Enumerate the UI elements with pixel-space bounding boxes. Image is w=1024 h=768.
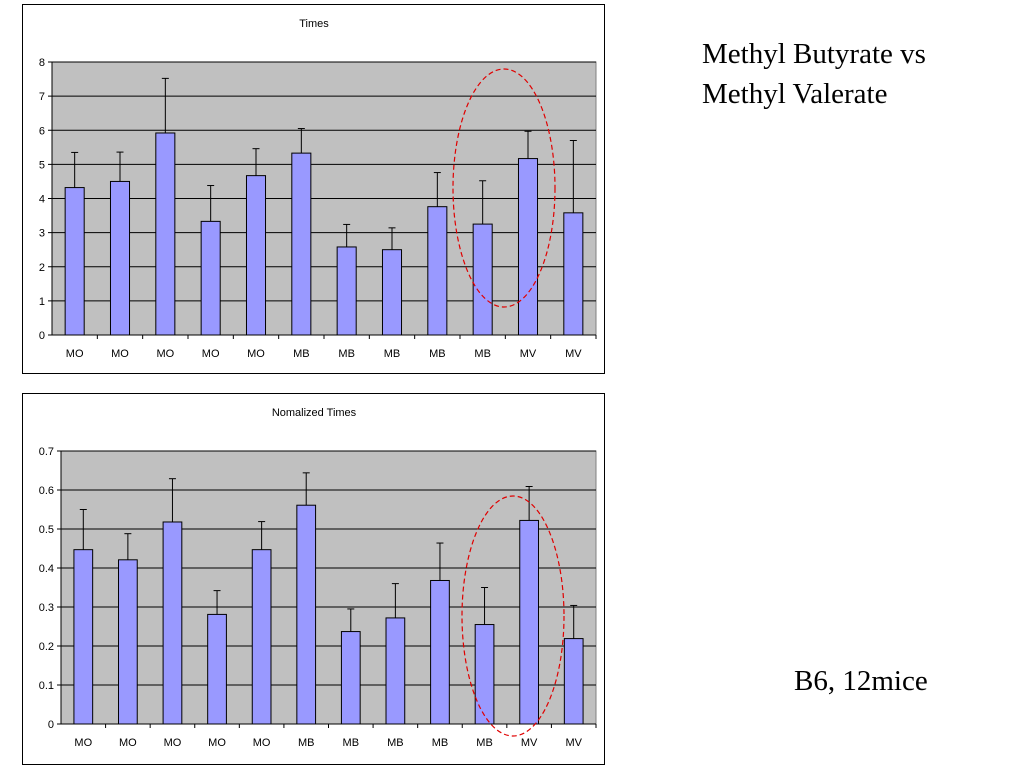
bar xyxy=(563,638,584,725)
bar xyxy=(207,613,227,725)
y-tick-label: 3 xyxy=(39,228,45,240)
bar xyxy=(385,617,406,725)
x-tick-label: MO xyxy=(74,737,92,749)
y-tick-label: 1 xyxy=(39,296,45,308)
bar xyxy=(296,504,317,725)
y-tick-label: 0 xyxy=(39,330,45,342)
y-tick-label: 6 xyxy=(39,125,45,137)
x-tick-label: MB xyxy=(429,348,446,360)
bar xyxy=(162,521,183,725)
bar xyxy=(291,152,312,336)
chart-title: Nomalized Times xyxy=(272,407,357,419)
highlight-ellipse xyxy=(452,68,556,308)
x-tick-label: MO xyxy=(247,348,265,360)
bar xyxy=(381,249,403,336)
x-tick-label: MB xyxy=(387,737,404,749)
y-tick-label: 0 xyxy=(48,719,54,731)
y-tick-label: 8 xyxy=(39,57,45,69)
y-tick-label: 0.4 xyxy=(39,563,54,575)
x-tick-label: MV xyxy=(565,348,582,360)
bar xyxy=(64,187,85,336)
bar xyxy=(474,624,495,725)
bar xyxy=(155,132,176,336)
bar xyxy=(336,246,357,336)
x-tick-label: MO xyxy=(156,348,174,360)
highlight-ellipse xyxy=(461,495,565,737)
bar xyxy=(427,206,448,336)
normalized-times-chart-svg: Nomalized Times 0 0.1 0.2 0.3 0.4 0.5 0.6 0.7 MO M… xyxy=(39,407,597,749)
times-chart: Times 0 1 2 3 4 5 6 7 8 MO MO MO MO MO MB MB MB MB MB MV MV xyxy=(22,4,605,374)
bar xyxy=(109,180,131,336)
x-tick-label: MB xyxy=(293,348,310,360)
y-tick-label: 5 xyxy=(39,159,45,171)
times-chart-svg: Times 0 1 2 3 4 5 6 7 8 MO MO MO MO MO MB MB MB MB MB MV MV xyxy=(39,18,597,360)
x-tick-label: MO xyxy=(111,348,129,360)
plot-area xyxy=(60,450,597,725)
x-tick-label: MO xyxy=(164,737,182,749)
x-tick-label: MO xyxy=(119,737,137,749)
bar xyxy=(472,223,493,336)
x-tick-label: MV xyxy=(520,348,537,360)
y-tick-label: 0.6 xyxy=(39,485,54,497)
x-tick-label: MB xyxy=(298,737,315,749)
bar xyxy=(200,220,221,336)
x-tick-label: MB xyxy=(343,737,360,749)
y-tick-label: 0.3 xyxy=(39,602,54,614)
x-tick-label: MB xyxy=(432,737,449,749)
x-tick-label: MO xyxy=(208,737,226,749)
x-tick-label: MV xyxy=(521,737,538,749)
y-tick-label: 0.7 xyxy=(39,446,54,458)
x-tick-label: MO xyxy=(66,348,84,360)
slide-title-line-2: Methyl Valerate xyxy=(702,78,888,110)
bar xyxy=(519,519,539,725)
bar xyxy=(517,158,539,336)
x-tick-label: MB xyxy=(474,348,491,360)
bar xyxy=(340,631,361,725)
y-tick-label: 0.5 xyxy=(39,524,54,536)
x-tick-label: MB xyxy=(476,737,493,749)
slide-title-line-1: Methyl Butyrate vs xyxy=(702,38,926,70)
normalized-times-chart: Nomalized Times 0 0.1 0.2 0.3 0.4 0.5 0.6 0.7 MO M… xyxy=(22,393,605,765)
y-tick-label: 2 xyxy=(39,262,45,274)
bar xyxy=(251,549,272,725)
x-tick-label: MO xyxy=(253,737,271,749)
bar xyxy=(118,559,138,725)
x-tick-label: MB xyxy=(384,348,401,360)
x-tick-label: MO xyxy=(202,348,220,360)
bar xyxy=(430,579,450,725)
x-tick-label: MB xyxy=(338,348,355,360)
bar xyxy=(73,549,94,725)
y-tick-label: 0.2 xyxy=(39,641,54,653)
y-tick-label: 0.1 xyxy=(39,680,54,692)
slide-title: Methyl Butyrate vs Methyl Valerate xyxy=(702,34,1002,114)
y-tick-label: 4 xyxy=(39,194,45,206)
x-tick-label: MV xyxy=(565,737,582,749)
bar xyxy=(245,175,267,336)
y-tick-label: 7 xyxy=(39,91,45,103)
slide-note: B6, 12mice xyxy=(794,665,928,697)
bar xyxy=(563,212,584,336)
chart-title: Times xyxy=(299,18,329,30)
